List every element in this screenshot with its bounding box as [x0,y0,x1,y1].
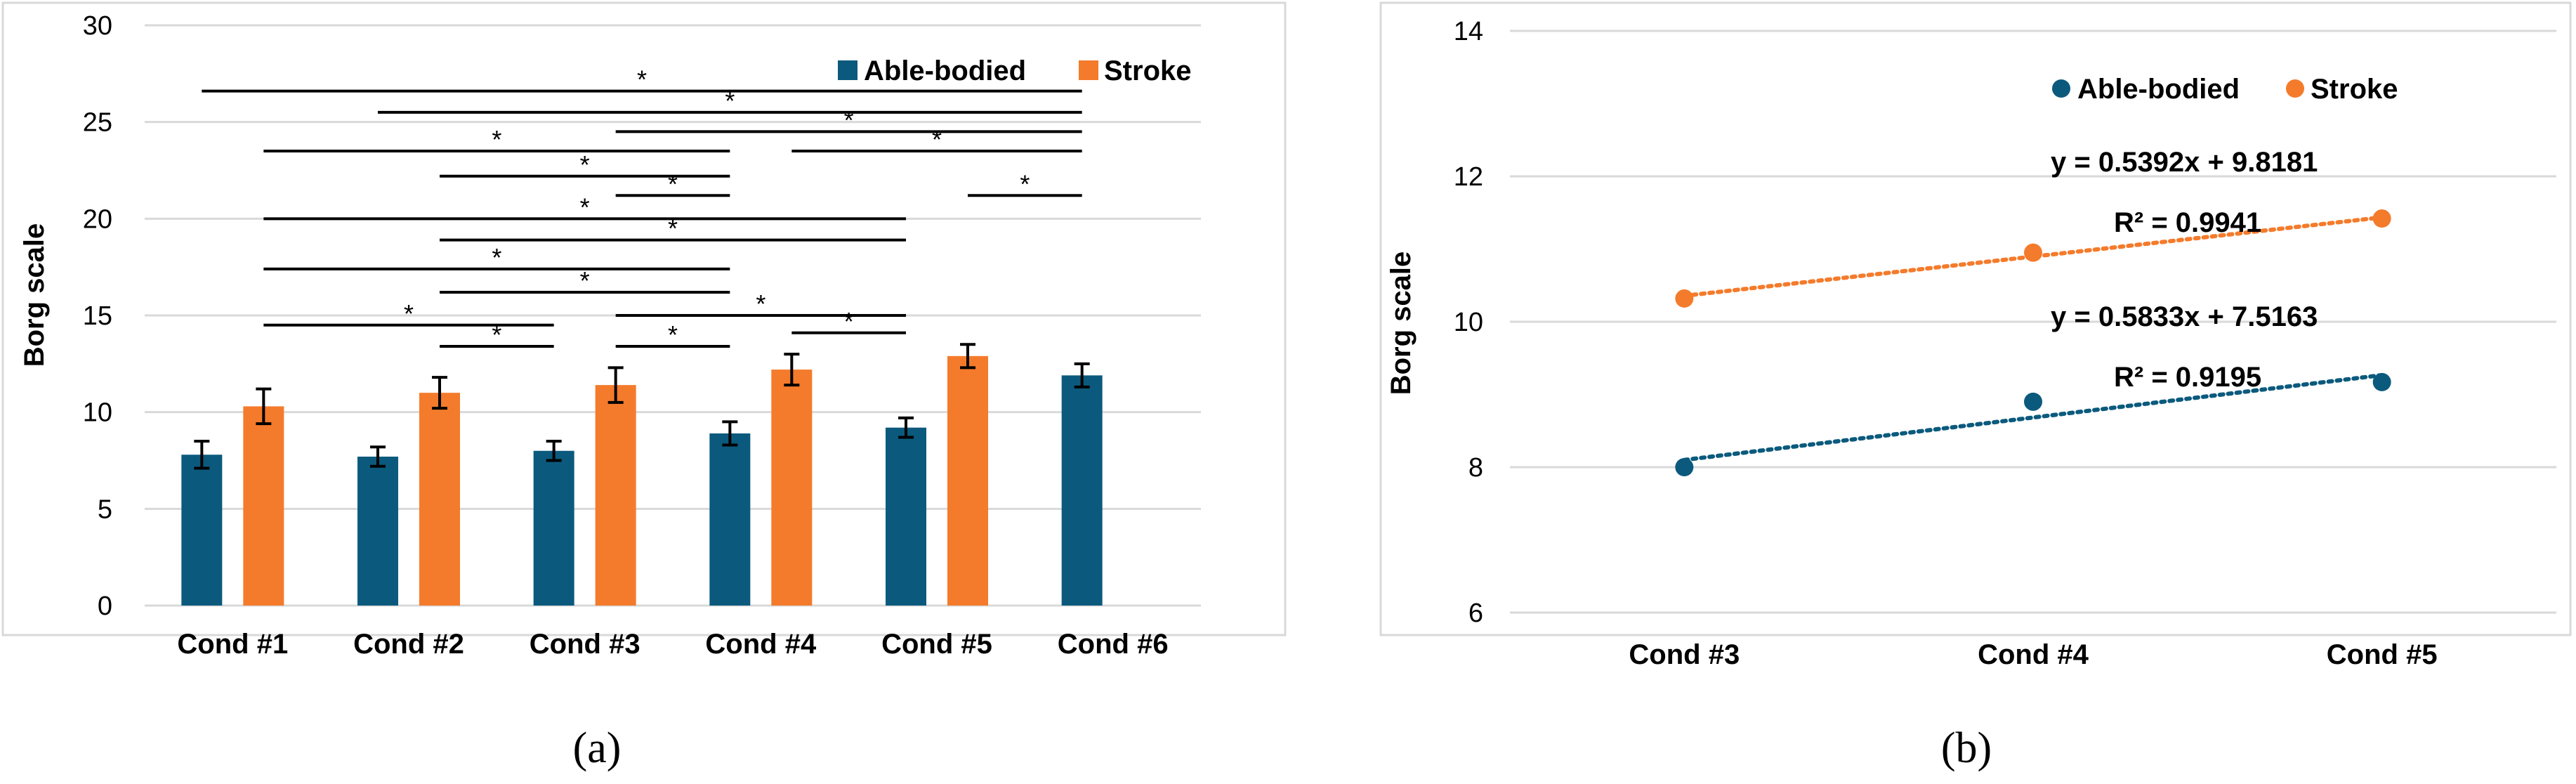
chart-b-category-label: Cond #4 [1978,639,2089,670]
significance-star: * [668,214,678,243]
chart-b-legend-able-marker [2052,79,2070,98]
stroke-point [2372,209,2391,228]
chart-b-stroke-equation: y = 0.5392x + 9.8181 [2051,147,2318,178]
significance-star: * [492,320,501,349]
chart-a: * * * * * * * * * * * * * * * * * 0 5 10 15 20 25 30 Cond #1 Co… [1,1,1287,772]
chart-a-category-label: Cond #1 [177,629,288,660]
significance-star: * [1020,169,1030,198]
chart-b-category-label: Cond #5 [2327,639,2438,670]
significance-star: * [932,125,942,154]
chart-b-able-r2: R² = 0.9195 [2114,362,2261,393]
chart-a-ytick-label: 30 [83,11,112,41]
chart-a-ytick-label: 20 [83,204,112,234]
chart-b-ytick-label: 6 [1468,599,1483,628]
chart-b-legend-stroke-marker [2286,79,2304,98]
chart-b-ytick-label: 10 [1454,308,1483,337]
able-bodied-bar [181,455,223,606]
chart-b-legend: Able-bodied Stroke [2052,74,2398,105]
chart-a-legend-able: Able-bodied [864,55,1026,86]
able-bodied-point [1675,458,1694,476]
chart-b-able-equation: y = 0.5833x + 7.5163 [2051,301,2318,332]
significance-star: * [580,150,590,179]
able-bodied-bar [709,433,751,606]
chart-b-legend-able: Able-bodied [2077,74,2240,105]
chart-b-stroke-r2: R² = 0.9941 [2114,207,2261,238]
stroke-bar [243,406,284,606]
chart-a-category-label: Cond #2 [353,629,464,660]
significance-star: * [580,266,590,295]
able-bodied-bar [886,427,926,606]
chart-a-legend-able-swatch [838,60,857,80]
chart-a-category-label: Cond #3 [530,629,640,660]
chart-a-panel-label: (a) [573,724,622,772]
chart-a-ytick-label: 25 [83,108,112,138]
significance-star: * [668,320,678,349]
significance-star: * [725,86,735,115]
chart-a-legend-stroke: Stroke [1104,55,1192,86]
able-bodied-point [2372,372,2391,391]
able-bodied-bar [1061,375,1103,606]
able-bodied-bar [357,456,398,606]
chart-a-category-label: Cond #5 [881,629,992,660]
chart-a-legend: Able-bodied Stroke [838,55,1192,86]
chart-a-legend-stroke-swatch [1079,60,1098,80]
stroke-bar [595,385,636,606]
chart-b-ylabel: Borg scale [1386,251,1417,396]
stroke-bar [419,393,460,606]
chart-a-ylabel: Borg scale [19,223,50,367]
significance-star: * [844,105,854,134]
significance-star: * [492,125,501,154]
able-bodied-point [2024,392,2042,411]
significance-star: * [637,65,647,94]
chart-a-ytick-label: 15 [83,301,112,331]
chart-b-ytick-label: 14 [1454,17,1483,46]
chart-b-frame [1379,1,2572,636]
able-bodied-trendline [1682,372,2384,462]
significance-star: * [756,289,765,318]
stroke-point [1675,289,1694,308]
chart-a-category-label: Cond #4 [705,629,817,660]
stroke-bar [947,355,988,606]
chart-a-ytick-label: 10 [83,398,112,428]
significance-star: * [580,192,590,221]
chart-a-frame [1,1,1287,636]
chart-b-legend-stroke: Stroke [2311,74,2398,105]
significance-star: * [844,307,854,336]
chart-b-panel-label: (b) [1941,724,1992,772]
stroke-point [2024,243,2042,262]
significance-star: * [492,243,501,272]
chart-a-ytick-label: 0 [98,592,112,621]
chart-a-category-label: Cond #6 [1058,629,1169,660]
chart-b-category-label: Cond #3 [1629,639,1740,670]
chart-b-ytick-label: 8 [1468,453,1483,483]
chart-a-ytick-label: 5 [98,495,112,524]
stroke-bar [771,370,813,606]
significance-star: * [404,299,414,328]
chart-b-ytick-label: 12 [1454,162,1483,192]
significance-star: * [668,169,678,198]
able-bodied-bar [533,450,574,606]
